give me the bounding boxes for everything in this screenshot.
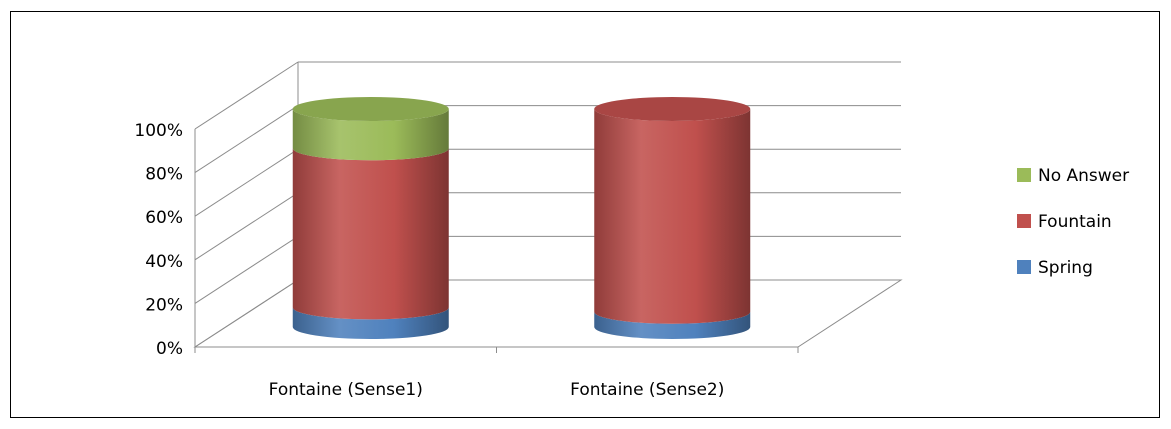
legend-label: No Answer <box>1038 166 1129 186</box>
bar-top-cap-fontaine-sense2 <box>594 97 751 121</box>
bar-spring-fontaine-sense2 <box>594 311 751 339</box>
y-tick-label: 80% <box>145 165 183 185</box>
bar-top-cap-fontaine-sense1 <box>292 97 449 121</box>
axes <box>194 129 799 353</box>
legend-label: Spring <box>1038 258 1093 278</box>
legend-swatch <box>1017 168 1031 182</box>
y-tick-label: 0% <box>156 339 183 359</box>
gridline-side <box>194 61 299 130</box>
legend-label: Fountain <box>1038 212 1112 232</box>
gridline-side <box>194 192 299 261</box>
bar-group-fontaine-sense2 <box>594 97 751 339</box>
bar-fountain-fontaine-sense2 <box>594 109 751 324</box>
legend-item-fountain: Fountain <box>1017 212 1112 232</box>
y-tick-label: 40% <box>145 252 183 272</box>
gridline-side <box>194 279 299 348</box>
bars <box>292 97 751 339</box>
legend-swatch <box>1017 260 1031 274</box>
x-tick-label: Fontaine (Sense2) <box>570 380 724 400</box>
legend: No Answer Fountain Spring <box>1017 166 1129 278</box>
stacked-cylinder-chart: 0%20%40%60%80%100% Fontaine (Sense1) Font… <box>134 61 1129 400</box>
bar-no-answer-fontaine-sense1 <box>292 109 449 161</box>
chart-frame: 0% 20% 40% 60% 80% 100% Fontaine (Sense1) Font… <box>10 11 1160 418</box>
bar-group-fontaine-sense1 <box>292 97 449 339</box>
gridline-side <box>194 235 299 304</box>
gridline-side <box>194 105 299 174</box>
legend-item-spring: Spring <box>1017 258 1093 278</box>
x-axis-ticks: Fontaine (Sense1) Fontaine (Sense2) <box>269 380 725 400</box>
y-axis-ticks: 0% 20% 40% 60% 80% 100% <box>134 121 183 359</box>
bar-fountain-fontaine-sense1 <box>292 148 449 320</box>
y-tick-label: 100% <box>134 121 183 141</box>
legend-item-no-answer: No Answer <box>1017 166 1129 186</box>
bar-spring-fontaine-sense1 <box>292 307 449 339</box>
y-tick-label: 20% <box>145 295 183 315</box>
legend-swatch <box>1017 214 1031 228</box>
gridline-side <box>194 148 299 217</box>
x-tick-label: Fontaine (Sense1) <box>269 380 423 400</box>
y-tick-label: 60% <box>145 208 183 228</box>
